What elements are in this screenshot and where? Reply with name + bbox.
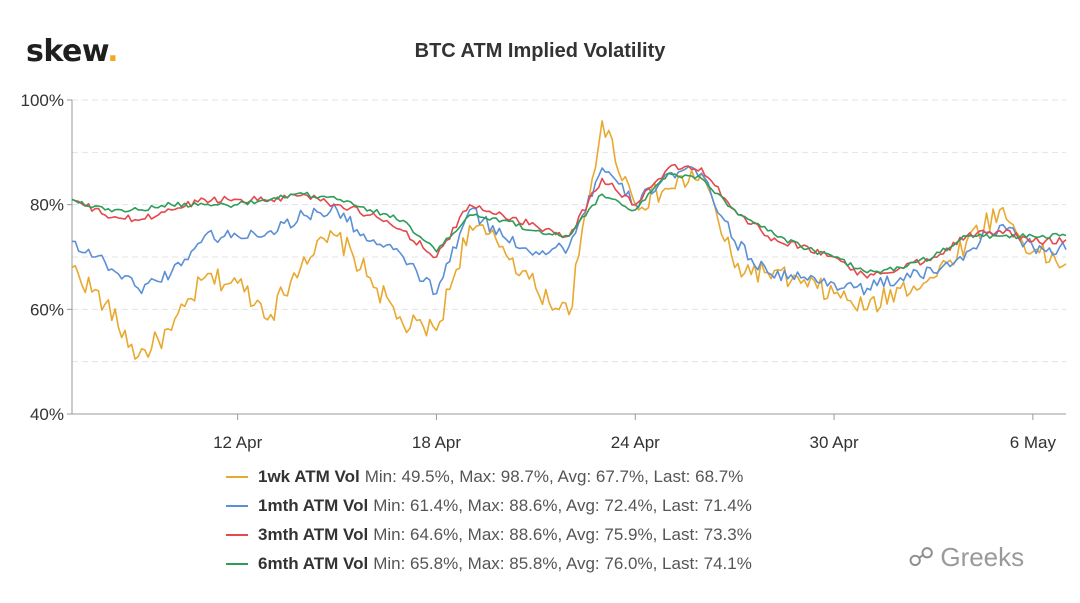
legend-swatch-3mth <box>226 533 248 536</box>
legend-stats-1mth: Min: 61.4%, Max: 88.6%, Avg: 72.4%, Last… <box>373 495 752 515</box>
axes <box>67 99 1066 420</box>
logo-text: skew <box>26 34 108 69</box>
legend-stats-3mth: Min: 64.6%, Max: 88.6%, Avg: 75.9%, Last… <box>373 524 752 544</box>
series-line-3mth <box>71 163 1067 279</box>
y-tick-label: 80% <box>30 196 64 215</box>
legend-swatch-1wk <box>226 475 248 478</box>
y-tick-label: 100% <box>21 91 64 110</box>
x-tick-label: 6 May <box>1010 433 1057 452</box>
legend-stats-6mth: Min: 65.8%, Max: 85.8%, Avg: 76.0%, Last… <box>373 553 752 573</box>
wechat-icon: ☍ <box>908 542 935 572</box>
series-line-1mth <box>71 165 1067 296</box>
legend-swatch-1mth <box>226 504 248 507</box>
legend-item-1wk[interactable]: 1wk ATM Vol Min: 49.5%, Max: 98.7%, Avg:… <box>226 462 752 491</box>
y-tick-label: 60% <box>30 300 64 319</box>
series-line-6mth <box>71 172 1067 274</box>
x-tick-label: 30 Apr <box>809 433 858 452</box>
skew-logo: skew. <box>26 34 119 69</box>
x-tick-label: 18 Apr <box>412 433 461 452</box>
watermark: ☍ Greeks <box>908 542 1024 573</box>
grid-lines <box>72 99 1066 363</box>
legend: 1wk ATM Vol Min: 49.5%, Max: 98.7%, Avg:… <box>226 462 752 578</box>
legend-name-1mth: 1mth ATM Vol <box>258 495 369 515</box>
x-tick-label: 24 Apr <box>611 433 660 452</box>
legend-name-6mth: 6mth ATM Vol <box>258 553 369 573</box>
watermark-text: Greeks <box>940 542 1025 572</box>
legend-item-1mth[interactable]: 1mth ATM Vol Min: 61.4%, Max: 88.6%, Avg… <box>226 491 752 520</box>
legend-swatch-6mth <box>226 562 248 565</box>
x-tick-label: 12 Apr <box>213 433 262 452</box>
series-line-1wk <box>71 120 1067 360</box>
legend-item-6mth[interactable]: 6mth ATM Vol Min: 65.8%, Max: 85.8%, Avg… <box>226 549 752 578</box>
tick-labels: 40% 60% 80% 100% 12 Apr 18 Apr 24 Apr 30 Apr 6 M… <box>21 91 1057 452</box>
legend-item-3mth[interactable]: 3mth ATM Vol Min: 64.6%, Max: 88.6%, Avg… <box>226 520 752 549</box>
y-tick-label: 40% <box>30 405 64 424</box>
series-lines <box>71 120 1067 360</box>
legend-stats-1wk: Min: 49.5%, Max: 98.7%, Avg: 67.7%, Last… <box>364 466 744 486</box>
logo-dot: . <box>107 34 119 69</box>
legend-name-3mth: 3mth ATM Vol <box>258 524 369 544</box>
chart-title: BTC ATM Implied Volatility <box>414 40 666 62</box>
legend-name-1wk: 1wk ATM Vol <box>258 466 360 486</box>
